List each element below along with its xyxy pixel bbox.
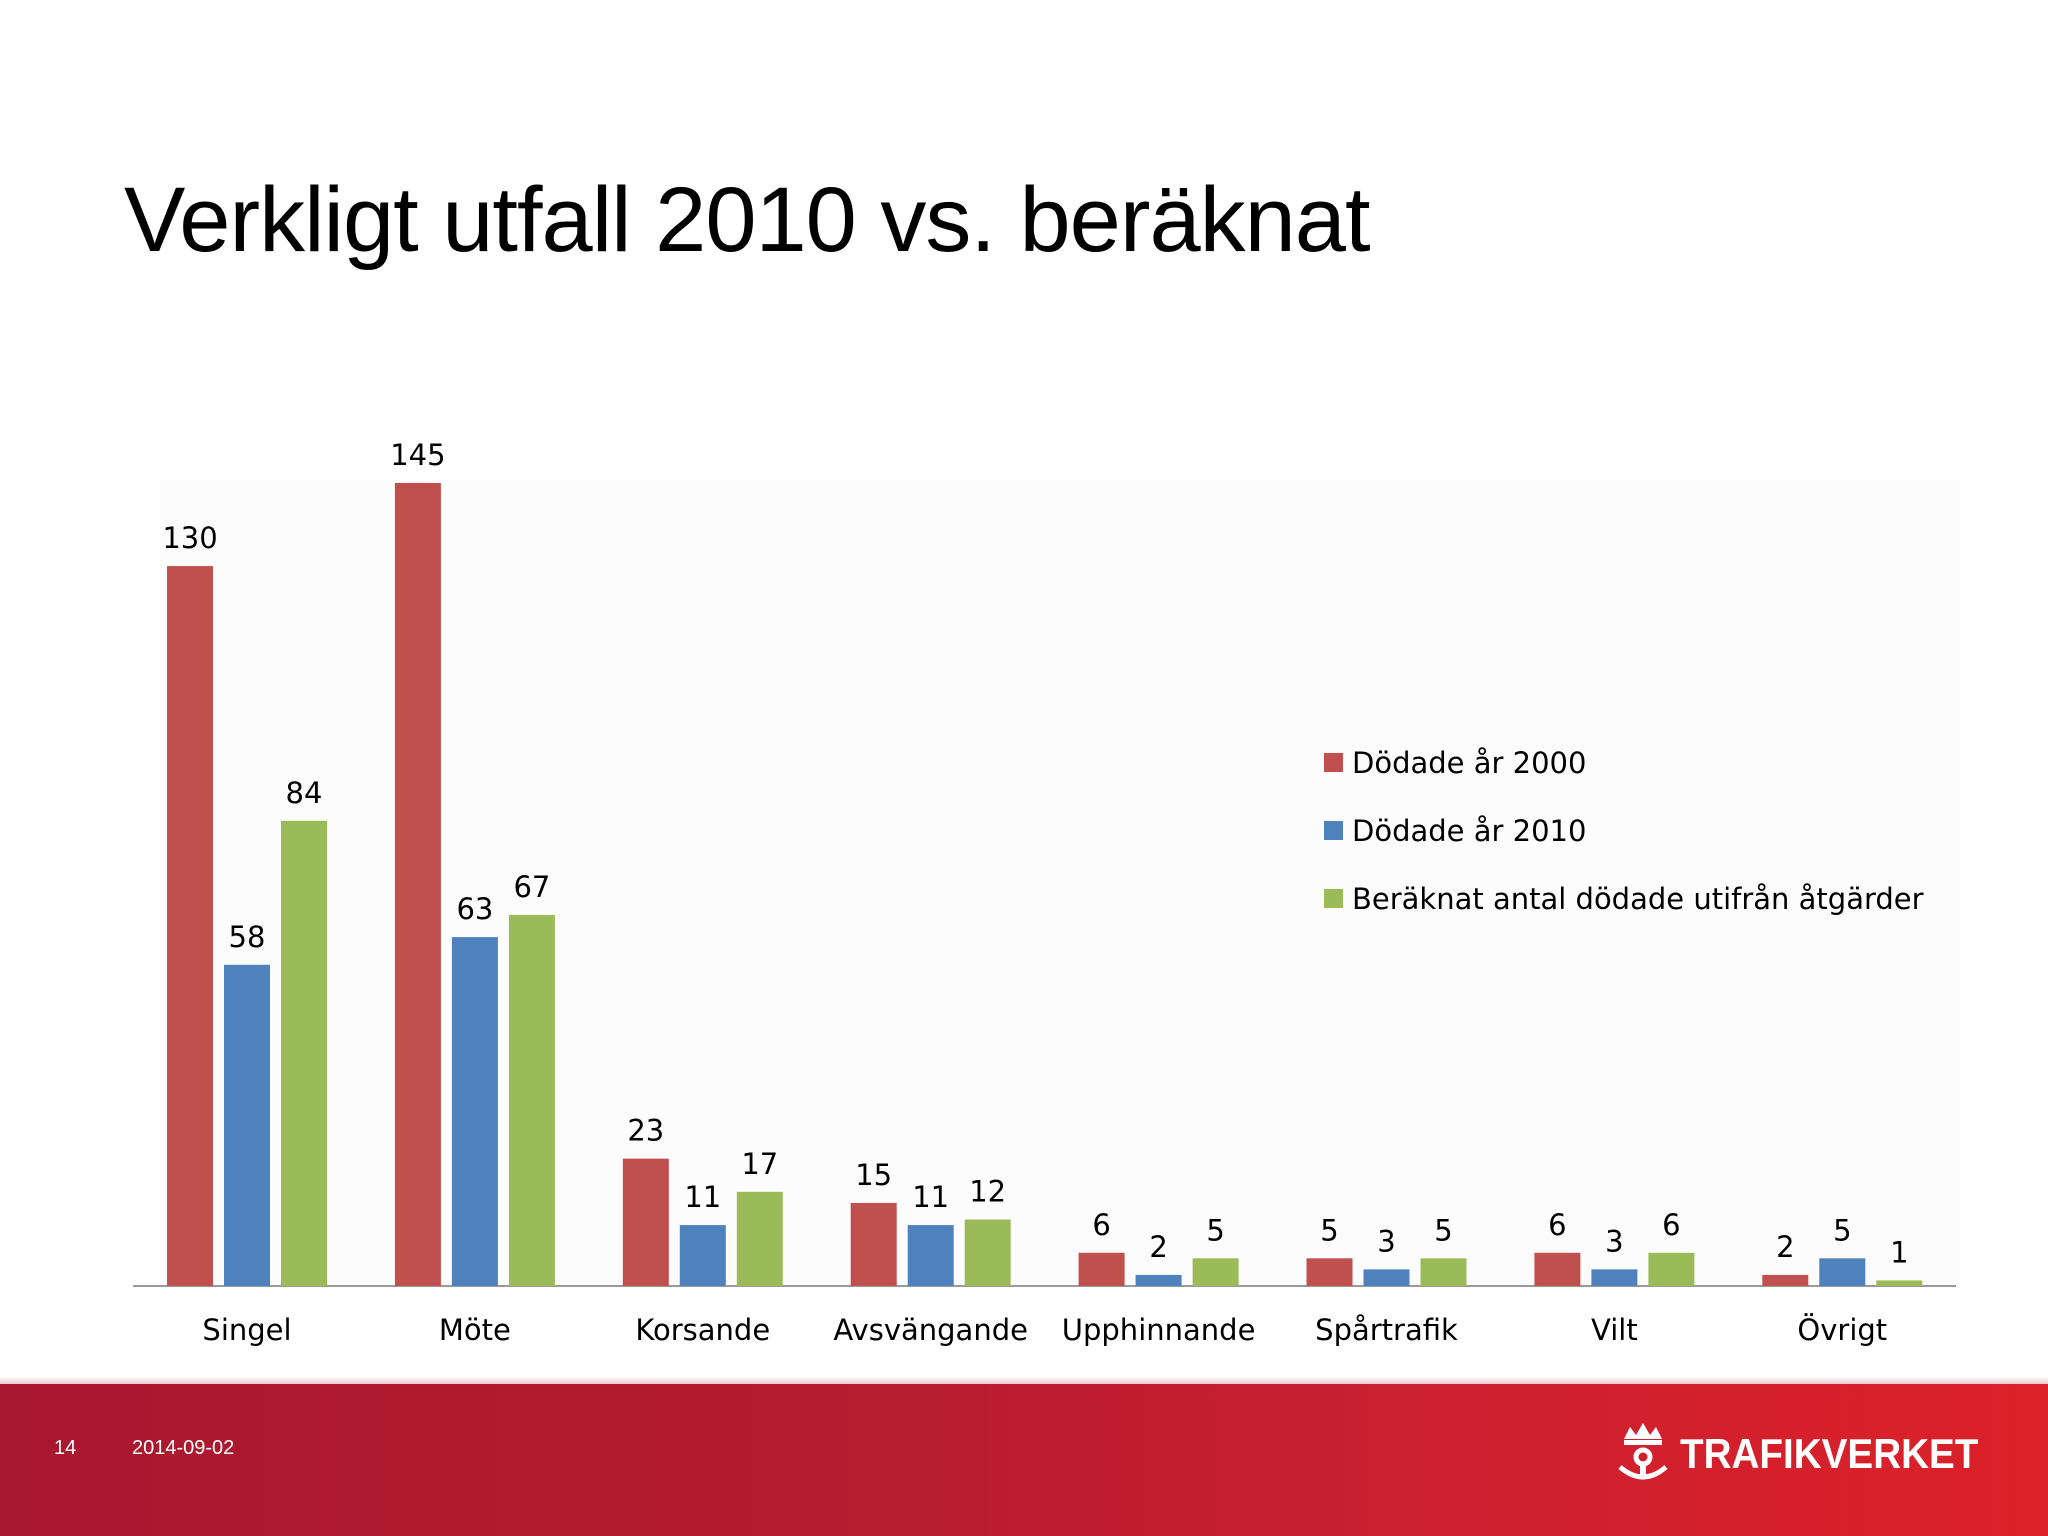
value-label: 5 — [1320, 1213, 1338, 1247]
bar-1-0 — [394, 483, 441, 1286]
value-label: 145 — [390, 438, 445, 472]
category-label: Möte — [439, 1313, 511, 1347]
category-label: Spårtrafik — [1315, 1313, 1458, 1347]
bar-7-0 — [1762, 1274, 1809, 1286]
legend-swatch — [1324, 753, 1343, 772]
legend-label: Beräknat antal dödade utifrån åtgärder — [1352, 882, 1924, 916]
bar-7-2 — [1876, 1280, 1923, 1286]
bar-5-0 — [1306, 1258, 1353, 1286]
category-label: Singel — [202, 1313, 291, 1347]
legend-label: Dödade år 2000 — [1352, 746, 1586, 780]
category-labels-group: Singel Möte Korsande Avsvängande Upphinnande… — [202, 1313, 1887, 1347]
bar-5-1 — [1363, 1269, 1410, 1286]
slide-date: 2014-09-02 — [132, 1437, 235, 1459]
value-label: 15 — [855, 1158, 892, 1192]
bar-4-2 — [1192, 1258, 1239, 1286]
value-label: 3 — [1377, 1224, 1395, 1258]
bar-2-0 — [622, 1158, 669, 1286]
bar-5-2 — [1420, 1258, 1467, 1286]
bar-6-1 — [1591, 1269, 1638, 1286]
bar-7-1 — [1819, 1258, 1866, 1286]
bar-6-2 — [1648, 1252, 1695, 1286]
value-label: 67 — [513, 870, 550, 904]
bar-4-1 — [1135, 1274, 1182, 1286]
value-label: 5 — [1833, 1213, 1851, 1247]
value-label: 23 — [627, 1114, 664, 1148]
value-label: 84 — [286, 776, 323, 810]
value-label: 1 — [1890, 1235, 1908, 1269]
value-label: 11 — [912, 1180, 949, 1214]
bar-0-1 — [224, 964, 270, 1286]
value-label: 2 — [1149, 1230, 1167, 1264]
bar-2-2 — [736, 1191, 783, 1286]
bar-6-0 — [1534, 1252, 1581, 1286]
bar-0-0 — [167, 566, 213, 1286]
bar-1-2 — [508, 914, 555, 1286]
category-label: Vilt — [1591, 1313, 1638, 1347]
legend-swatch — [1324, 821, 1343, 840]
value-label: 5 — [1434, 1213, 1452, 1247]
value-label: 5 — [1206, 1213, 1224, 1247]
bar-3-2 — [964, 1219, 1011, 1286]
legend-swatch — [1324, 889, 1343, 908]
value-label: 6 — [1662, 1208, 1680, 1242]
value-label: 17 — [741, 1147, 778, 1181]
category-label: Övrigt — [1797, 1313, 1887, 1347]
slide-title: Verkligt utfall 2010 vs. beräknat — [124, 169, 1371, 271]
value-label: 58 — [229, 920, 266, 954]
value-label: 63 — [456, 892, 493, 926]
brand-wordmark: TRAFIKVERKET — [1680, 1430, 1979, 1477]
value-label: 130 — [162, 521, 217, 555]
bar-1-1 — [451, 937, 498, 1286]
bar-3-0 — [850, 1202, 897, 1286]
legend-label: Dödade år 2010 — [1352, 814, 1586, 848]
value-label: 3 — [1605, 1224, 1623, 1258]
value-label: 11 — [684, 1180, 721, 1214]
bar-4-0 — [1078, 1252, 1125, 1286]
category-label: Avsvängande — [833, 1313, 1028, 1347]
value-label: 6 — [1092, 1208, 1110, 1242]
legend: Dödade år 2000 Dödade år 2010 Beräknat ant… — [1324, 746, 1924, 916]
bars-group — [167, 483, 1923, 1286]
category-label: Upphinnande — [1062, 1313, 1256, 1347]
crown-emblem-icon — [1618, 1423, 1668, 1480]
category-label: Korsande — [635, 1313, 770, 1347]
bar-3-1 — [907, 1225, 954, 1286]
value-label: 2 — [1776, 1230, 1794, 1264]
brand-logo: TRAFIKVERKET — [1616, 1418, 2004, 1490]
bar-0-2 — [281, 820, 327, 1286]
value-label: 12 — [969, 1175, 1006, 1209]
value-label: 6 — [1548, 1208, 1566, 1242]
bar-2-1 — [679, 1225, 726, 1286]
page-number: 14 — [54, 1437, 77, 1459]
footer-bar — [0, 1384, 2048, 1536]
